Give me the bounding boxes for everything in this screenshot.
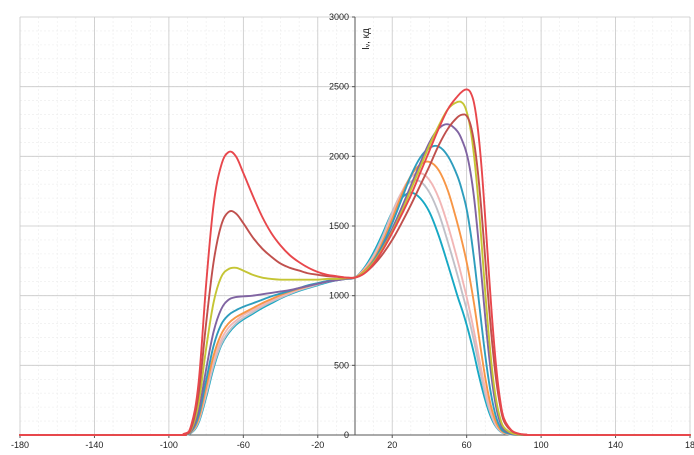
y-tick-label: 1500 [329, 221, 349, 231]
series-line-7 [19, 171, 691, 436]
y-tick-label: 0 [344, 430, 349, 440]
series-line-5 [19, 144, 691, 436]
y-axis-label: Iᵥ, кд [361, 28, 372, 50]
x-tick-label: 60 [462, 440, 472, 450]
y-tick-label: 1000 [329, 291, 349, 301]
x-tick-label: 100 [534, 440, 549, 450]
y-tick-label: 2000 [329, 151, 349, 161]
series-line-1 [19, 88, 691, 437]
y-tick-label: 3000 [329, 12, 349, 22]
x-tick-label: 140 [608, 440, 623, 450]
series-line-2 [19, 113, 691, 437]
x-tick-label: -180 [11, 440, 29, 450]
series-line-6 [19, 160, 691, 436]
x-tick-label: 20 [387, 440, 397, 450]
x-tick-label: -20 [311, 440, 324, 450]
tick-labels: -180 -140 -100 -60 -20 20 60 100 140 180500100015… [11, 12, 694, 450]
x-tick-label: -100 [160, 440, 178, 450]
y-tick-label: 500 [334, 360, 349, 370]
x-tick-label: -140 [85, 440, 103, 450]
series-group [19, 88, 691, 437]
x-tick-label: -60 [237, 440, 250, 450]
x-tick-label: 18 [685, 440, 694, 450]
y-tick-label: 2500 [329, 82, 349, 92]
